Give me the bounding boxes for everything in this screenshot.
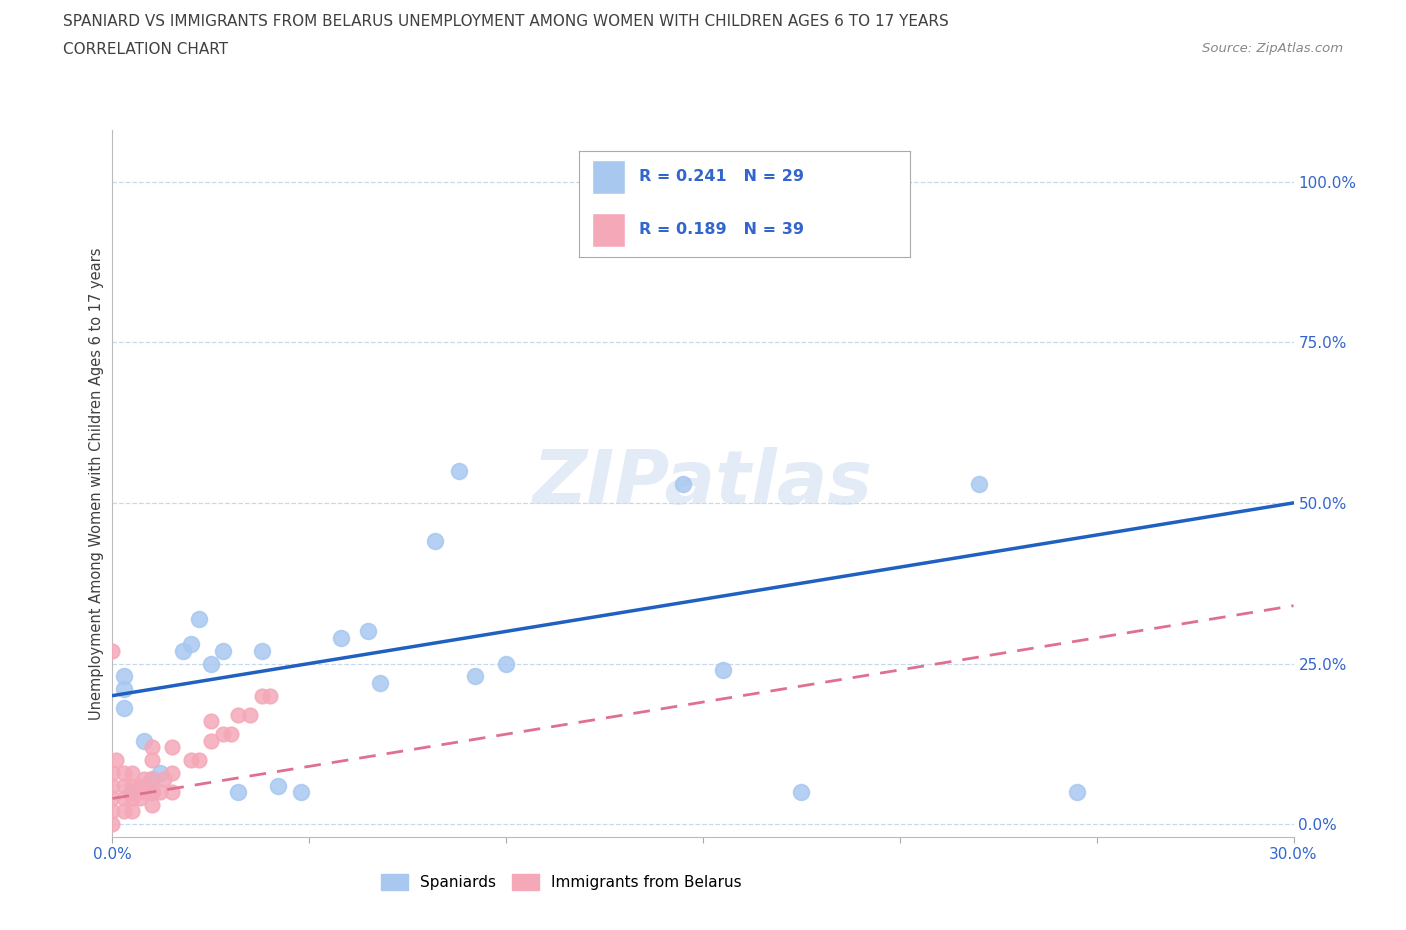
Text: Source: ZipAtlas.com: Source: ZipAtlas.com (1202, 42, 1343, 55)
Point (200, 656, 222, 671)
Point (357, 624, 380, 639)
Point (132, 733, 155, 748)
Point (132, 772, 155, 787)
Point (129, 778, 152, 793)
Point (425, 534, 447, 549)
Point (112, 682, 135, 697)
Point (101, 644, 124, 658)
Point (129, 791, 152, 806)
Point (495, 656, 517, 671)
Point (447, 463, 470, 478)
Point (464, 669, 486, 684)
Legend: Spaniards, Immigrants from Belarus: Spaniards, Immigrants from Belarus (374, 868, 748, 897)
Point (211, 644, 233, 658)
Point (160, 765, 183, 780)
Y-axis label: Unemployment Among Women with Children Ages 6 to 17 years: Unemployment Among Women with Children A… (89, 247, 104, 720)
Point (112, 778, 135, 793)
Point (101, 804, 124, 818)
Point (141, 785, 163, 800)
Point (121, 765, 143, 780)
Point (121, 804, 143, 818)
Point (180, 752, 202, 767)
Point (211, 726, 233, 741)
Text: CORRELATION CHART: CORRELATION CHART (63, 42, 228, 57)
Point (101, 817, 124, 831)
Point (112, 804, 135, 818)
Point (200, 714, 222, 729)
Point (121, 785, 143, 800)
Point (149, 765, 172, 780)
Point (101, 778, 124, 793)
Point (790, 785, 813, 800)
Point (112, 701, 135, 716)
Point (250, 644, 273, 658)
Point (152, 772, 174, 787)
Point (141, 772, 163, 787)
Point (160, 785, 183, 800)
Point (239, 708, 262, 723)
Point (368, 675, 391, 690)
Point (160, 739, 183, 754)
Point (711, 662, 734, 677)
Point (250, 688, 273, 703)
Text: ZIPatlas: ZIPatlas (533, 447, 873, 520)
Point (228, 785, 250, 800)
Point (200, 733, 222, 748)
Point (101, 791, 124, 806)
Point (228, 708, 250, 723)
Point (149, 785, 172, 800)
Point (290, 785, 312, 800)
Point (1066, 785, 1088, 800)
Point (188, 752, 211, 767)
Point (259, 688, 281, 703)
Point (112, 669, 135, 684)
Point (967, 476, 990, 491)
Point (672, 476, 695, 491)
Point (188, 611, 211, 626)
Point (219, 726, 242, 741)
Point (101, 765, 124, 780)
Point (141, 739, 163, 754)
Point (132, 785, 155, 800)
Point (141, 752, 163, 767)
Point (329, 631, 352, 645)
Point (141, 785, 163, 800)
Text: SPANIARD VS IMMIGRANTS FROM BELARUS UNEMPLOYMENT AMONG WOMEN WITH CHILDREN AGES : SPANIARD VS IMMIGRANTS FROM BELARUS UNEM… (63, 14, 949, 29)
Point (121, 791, 143, 806)
Point (105, 752, 128, 767)
Point (112, 765, 135, 780)
Point (141, 797, 163, 812)
Point (121, 778, 143, 793)
Point (180, 637, 202, 652)
Point (267, 778, 290, 793)
Point (172, 644, 194, 658)
Point (112, 791, 135, 806)
Point (141, 772, 163, 787)
